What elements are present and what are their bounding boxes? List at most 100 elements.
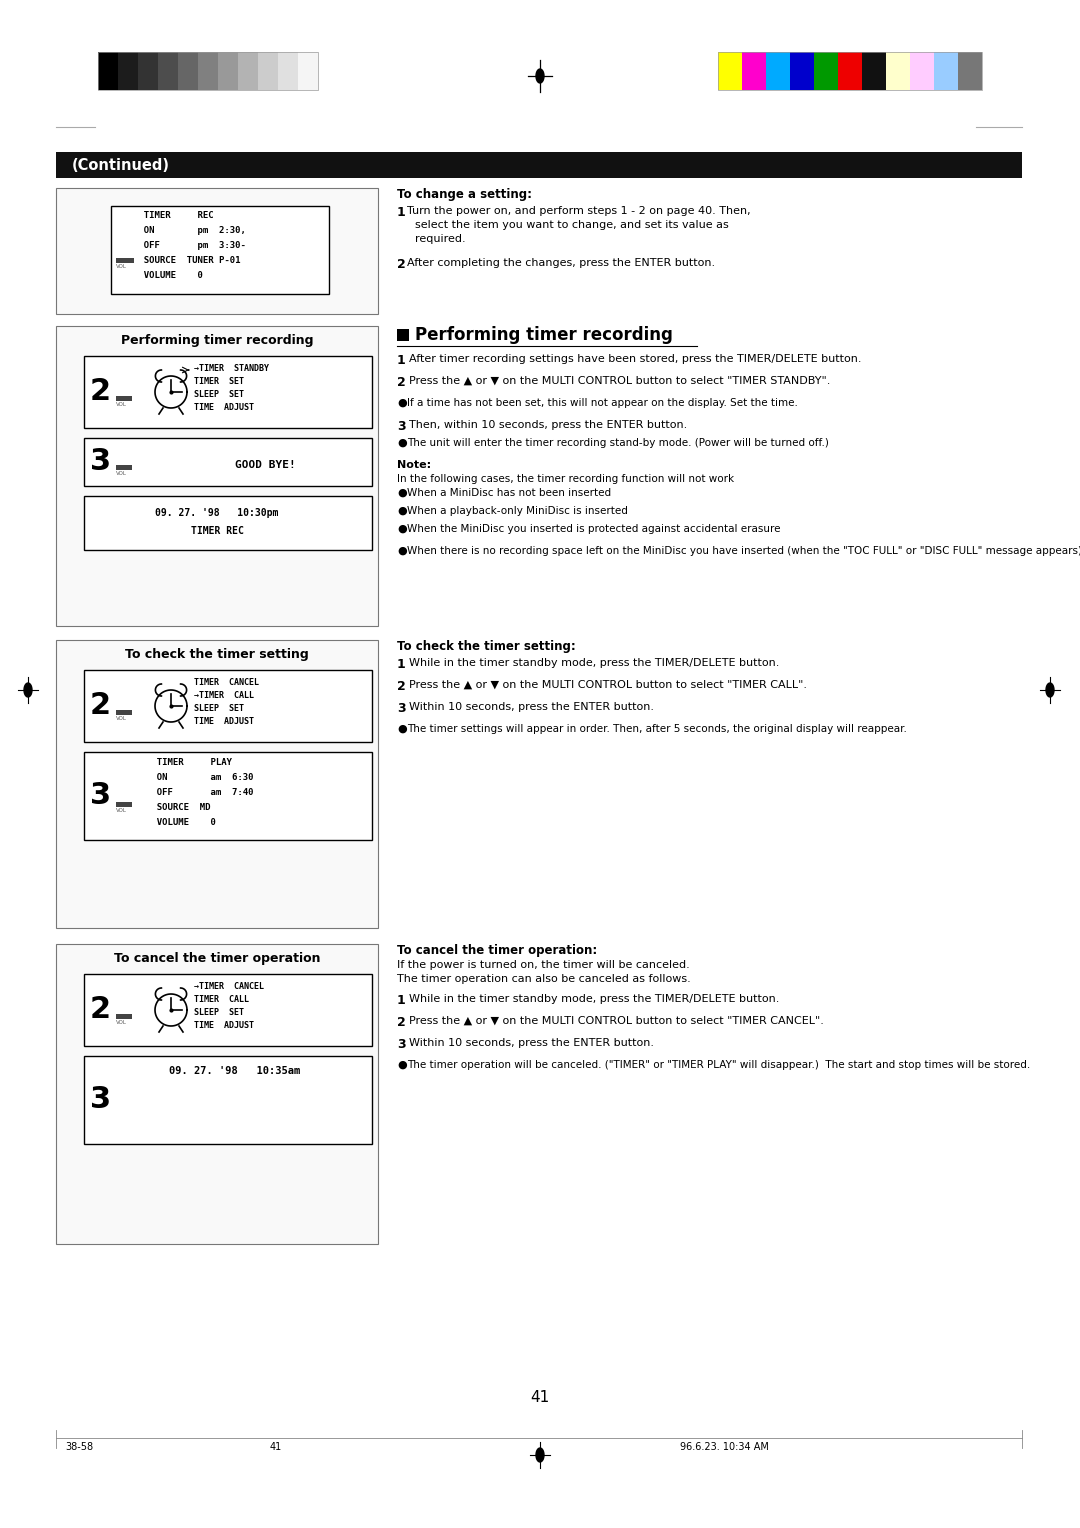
- Text: 09. 27. '98   10:35am: 09. 27. '98 10:35am: [170, 1067, 300, 1076]
- Bar: [910, 52, 934, 90]
- Text: →TIMER  CANCEL: →TIMER CANCEL: [194, 983, 264, 992]
- Text: 1: 1: [397, 206, 406, 219]
- Bar: [56, 188, 378, 313]
- Text: Note:: Note:: [397, 460, 431, 471]
- Text: 41: 41: [530, 1390, 550, 1406]
- Text: Press the ▲ or ▼ on the MULTI CONTROL button to select "TIMER STANDBY".: Press the ▲ or ▼ on the MULTI CONTROL bu…: [409, 376, 831, 387]
- Text: To change a setting:: To change a setting:: [397, 188, 532, 202]
- Bar: [116, 465, 132, 471]
- Text: The timer settings will appear in order. Then, after 5 seconds, the original dis: The timer settings will appear in order.…: [407, 724, 907, 733]
- Bar: [84, 497, 372, 550]
- Text: 1: 1: [397, 659, 406, 671]
- Text: 38-58: 38-58: [65, 1442, 93, 1452]
- Text: ●: ●: [397, 545, 407, 556]
- Text: When there is no recording space left on the MiniDisc you have inserted (when th: When there is no recording space left on…: [407, 545, 1080, 556]
- Text: Within 10 seconds, press the ENTER button.: Within 10 seconds, press the ENTER butto…: [409, 701, 654, 712]
- Text: TIMER  SET: TIMER SET: [194, 377, 244, 387]
- Text: 3: 3: [90, 781, 111, 810]
- Text: When the MiniDisc you inserted is protected against accidental erasure: When the MiniDisc you inserted is protec…: [407, 524, 781, 533]
- Text: ●: ●: [397, 439, 407, 448]
- Text: VOL: VOL: [116, 717, 126, 721]
- Text: OFF       am  7:40: OFF am 7:40: [146, 788, 254, 798]
- Bar: [116, 1015, 132, 1019]
- Text: 3: 3: [90, 1085, 111, 1114]
- Text: ●: ●: [397, 524, 407, 533]
- Text: The timer operation will be canceled. ("TIMER" or "TIMER PLAY" will disappear.) : The timer operation will be canceled. ("…: [407, 1060, 1030, 1070]
- Bar: [886, 52, 910, 90]
- Text: Performing timer recording: Performing timer recording: [415, 325, 673, 344]
- Text: 2: 2: [397, 376, 406, 390]
- Text: In the following cases, the timer recording function will not work: In the following cases, the timer record…: [397, 474, 734, 484]
- Text: 3: 3: [90, 448, 111, 477]
- Text: SOURCE  MD: SOURCE MD: [146, 804, 211, 811]
- Bar: [789, 52, 814, 90]
- Text: Turn the power on, and perform steps 1 - 2 on page 40. Then,: Turn the power on, and perform steps 1 -…: [407, 206, 751, 215]
- Text: 1: 1: [397, 995, 406, 1007]
- Polygon shape: [536, 1449, 544, 1462]
- Text: 2: 2: [90, 692, 111, 721]
- Text: Then, within 10 seconds, press the ENTER button.: Then, within 10 seconds, press the ENTER…: [409, 420, 687, 429]
- Bar: [138, 52, 158, 90]
- Text: 2: 2: [90, 377, 111, 406]
- Text: VOL: VOL: [116, 1021, 126, 1025]
- Bar: [56, 325, 378, 626]
- Text: Press the ▲ or ▼ on the MULTI CONTROL button to select "TIMER CALL".: Press the ▲ or ▼ on the MULTI CONTROL bu…: [409, 680, 807, 691]
- Bar: [218, 52, 238, 90]
- Text: If a time has not been set, this will not appear on the display. Set the time.: If a time has not been set, this will no…: [407, 397, 798, 408]
- Text: To cancel the timer operation: To cancel the timer operation: [113, 952, 321, 966]
- Bar: [718, 52, 982, 90]
- Text: ●: ●: [397, 724, 407, 733]
- Text: 2: 2: [397, 258, 406, 270]
- Bar: [258, 52, 278, 90]
- Text: TIMER     REC: TIMER REC: [133, 211, 214, 220]
- Text: Performing timer recording: Performing timer recording: [121, 335, 313, 347]
- Bar: [98, 52, 318, 90]
- Text: 2: 2: [397, 680, 406, 694]
- Text: SOURCE  TUNER P-01: SOURCE TUNER P-01: [133, 257, 241, 264]
- Text: While in the timer standby mode, press the TIMER/DELETE button.: While in the timer standby mode, press t…: [409, 659, 780, 668]
- Text: TIMER  CALL: TIMER CALL: [194, 995, 249, 1004]
- Text: TIMER REC: TIMER REC: [190, 526, 243, 536]
- Text: OFF       pm  3:30-: OFF pm 3:30-: [133, 241, 246, 251]
- Bar: [116, 802, 132, 807]
- Text: 1: 1: [397, 354, 406, 367]
- Text: After timer recording settings have been stored, press the TIMER/DELETE button.: After timer recording settings have been…: [409, 354, 862, 364]
- Text: When a MiniDisc has not been inserted: When a MiniDisc has not been inserted: [407, 487, 611, 498]
- Bar: [84, 1056, 372, 1144]
- Text: (Continued): (Continued): [72, 157, 170, 173]
- Bar: [958, 52, 982, 90]
- Bar: [84, 973, 372, 1047]
- Bar: [158, 52, 178, 90]
- Text: TIME  ADJUST: TIME ADJUST: [194, 717, 254, 726]
- Bar: [84, 752, 372, 840]
- Text: SLEEP  SET: SLEEP SET: [194, 1008, 244, 1018]
- Text: SLEEP  SET: SLEEP SET: [194, 390, 244, 399]
- Bar: [934, 52, 958, 90]
- Text: Within 10 seconds, press the ENTER button.: Within 10 seconds, press the ENTER butto…: [409, 1038, 654, 1048]
- Text: TIME  ADJUST: TIME ADJUST: [194, 1021, 254, 1030]
- Text: select the item you want to change, and set its value as: select the item you want to change, and …: [415, 220, 729, 231]
- Text: To check the timer setting:: To check the timer setting:: [397, 640, 576, 652]
- Text: 2: 2: [90, 996, 111, 1024]
- Bar: [118, 52, 138, 90]
- Polygon shape: [536, 69, 544, 83]
- Text: VOL: VOL: [116, 402, 126, 406]
- Text: VOL: VOL: [116, 264, 126, 269]
- Text: VOL: VOL: [116, 808, 126, 813]
- Text: To cancel the timer operation:: To cancel the timer operation:: [397, 944, 597, 957]
- Text: SLEEP  SET: SLEEP SET: [194, 704, 244, 714]
- Bar: [178, 52, 198, 90]
- Text: ●: ●: [397, 1060, 407, 1070]
- Bar: [116, 711, 132, 715]
- Bar: [718, 52, 742, 90]
- Text: VOLUME    0: VOLUME 0: [133, 270, 203, 280]
- Bar: [397, 329, 409, 341]
- Bar: [84, 669, 372, 743]
- Bar: [116, 258, 134, 263]
- Text: 2: 2: [397, 1016, 406, 1028]
- Bar: [84, 356, 372, 428]
- Text: TIMER     PLAY: TIMER PLAY: [146, 758, 232, 767]
- Text: After completing the changes, press the ENTER button.: After completing the changes, press the …: [407, 258, 715, 267]
- Bar: [84, 439, 372, 486]
- Text: VOLUME    0: VOLUME 0: [146, 817, 216, 827]
